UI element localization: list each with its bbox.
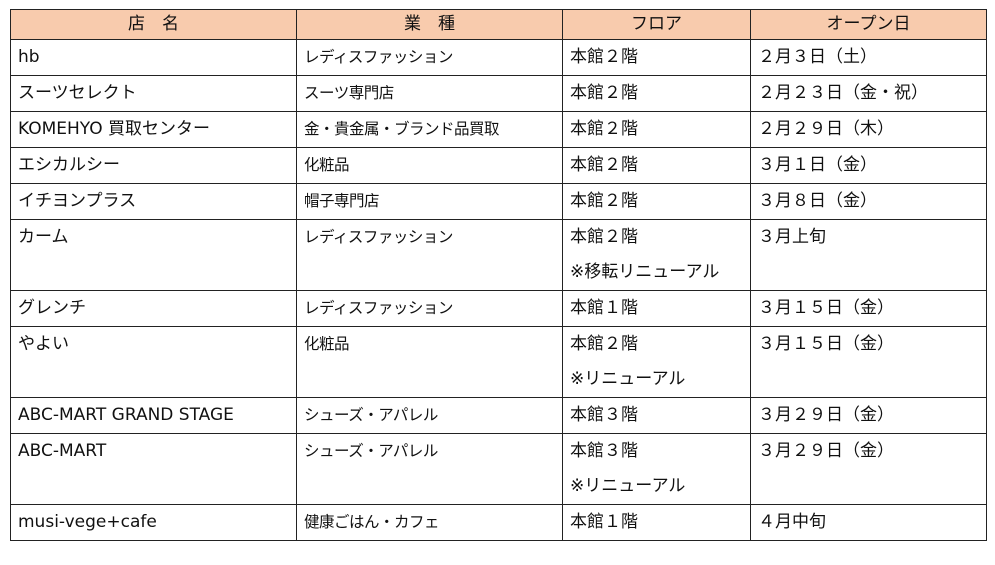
cell-open-date: ２月２９日（木） xyxy=(750,111,987,148)
cell-floor: 本館２階 ※リニューアル xyxy=(562,326,751,398)
cell-shop-name: イチヨンプラス xyxy=(10,183,297,220)
cell-shop-name: カーム xyxy=(10,219,297,291)
cell-shop-name: グレンチ xyxy=(10,290,297,327)
cell-open-date: ３月１５日（金） xyxy=(750,290,987,327)
cell-floor: 本館２階 ※移転リニューアル xyxy=(562,219,751,291)
floor-text: 本館１階 xyxy=(570,298,638,318)
floor-note: ※リニューアル xyxy=(570,369,686,389)
floor-text: 本館２階 xyxy=(570,119,638,139)
floor-note: ※リニューアル xyxy=(570,476,686,496)
cell-open-date: ３月２９日（金） xyxy=(750,433,987,505)
cell-shop-name: hb xyxy=(10,39,297,76)
floor-text: 本館２階 xyxy=(570,155,638,175)
cell-business-type: レディスファッション xyxy=(296,290,563,327)
cell-business-type: シューズ・アパレル xyxy=(296,397,563,434)
cell-shop-name: musi-vege+cafe xyxy=(10,504,297,541)
floor-text: 本館３階 xyxy=(570,441,638,461)
cell-open-date: ３月２９日（金） xyxy=(750,397,987,434)
cell-floor: 本館２階 xyxy=(562,75,751,112)
cell-business-type: 化粧品 xyxy=(296,147,563,184)
cell-floor: 本館１階 xyxy=(562,504,751,541)
cell-business-type: 金・貴金属・ブランド品買取 xyxy=(296,111,563,148)
table-row: ABC-MART GRAND STAGE シューズ・アパレル 本館３階 ３月２９… xyxy=(10,397,987,434)
floor-text: 本館３階 xyxy=(570,405,638,425)
floor-text: 本館２階 xyxy=(570,227,638,247)
cell-floor: 本館２階 xyxy=(562,111,751,148)
cell-business-type: 健康ごはん・カフェ xyxy=(296,504,563,541)
cell-business-type: 帽子専門店 xyxy=(296,183,563,220)
cell-floor: 本館１階 xyxy=(562,290,751,327)
cell-open-date: ３月８日（金） xyxy=(750,183,987,220)
table-row: やよい 化粧品 本館２階 ※リニューアル ３月１５日（金） xyxy=(10,326,987,398)
floor-note: ※移転リニューアル xyxy=(570,262,720,282)
table-row: hb レディスファッション 本館２階 ２月３日（土） xyxy=(10,39,987,76)
cell-open-date: ３月１５日（金） xyxy=(750,326,987,398)
floor-text: 本館１階 xyxy=(570,512,638,532)
cell-business-type: レディスファッション xyxy=(296,39,563,76)
header-business-type: 業 種 xyxy=(296,9,563,40)
cell-business-type: 化粧品 xyxy=(296,326,563,398)
table-row: カーム レディスファッション 本館２階 ※移転リニューアル ３月上旬 xyxy=(10,219,987,291)
table-row: エシカルシー 化粧品 本館２階 ３月１日（金） xyxy=(10,147,987,184)
table-row: ABC-MART シューズ・アパレル 本館３階 ※リニューアル ３月２９日（金） xyxy=(10,433,987,505)
cell-floor: 本館２階 xyxy=(562,39,751,76)
cell-shop-name: KOMEHYO 買取センター xyxy=(10,111,297,148)
header-floor: フロア xyxy=(562,9,751,40)
cell-open-date: ２月３日（土） xyxy=(750,39,987,76)
cell-shop-name: ABC-MART GRAND STAGE xyxy=(10,397,297,434)
shop-opening-table: 店 名 業 種 フロア オープン日 hb レディスファッション 本館２階 ２月３… xyxy=(10,9,987,541)
cell-shop-name: ABC-MART xyxy=(10,433,297,505)
table-row: KOMEHYO 買取センター 金・貴金属・ブランド品買取 本館２階 ２月２９日（… xyxy=(10,111,987,148)
cell-business-type: シューズ・アパレル xyxy=(296,433,563,505)
shop-opening-table-wrapper: 店 名 業 種 フロア オープン日 hb レディスファッション 本館２階 ２月３… xyxy=(10,9,987,541)
cell-open-date: ２月２３日（金・祝） xyxy=(750,75,987,112)
cell-shop-name: やよい xyxy=(10,326,297,398)
cell-floor: 本館３階 ※リニューアル xyxy=(562,433,751,505)
floor-text: 本館２階 xyxy=(570,83,638,103)
header-open-date: オープン日 xyxy=(750,9,987,40)
cell-shop-name: スーツセレクト xyxy=(10,75,297,112)
cell-business-type: レディスファッション xyxy=(296,219,563,291)
cell-floor: 本館２階 xyxy=(562,183,751,220)
table-row: musi-vege+cafe 健康ごはん・カフェ 本館１階 ４月中旬 xyxy=(10,504,987,541)
cell-floor: 本館３階 xyxy=(562,397,751,434)
cell-business-type: スーツ専門店 xyxy=(296,75,563,112)
table-row: グレンチ レディスファッション 本館１階 ３月１５日（金） xyxy=(10,290,987,327)
table-header-row: 店 名 業 種 フロア オープン日 xyxy=(10,9,987,40)
header-shop-name: 店 名 xyxy=(10,9,297,40)
cell-shop-name: エシカルシー xyxy=(10,147,297,184)
cell-floor: 本館２階 xyxy=(562,147,751,184)
floor-text: 本館２階 xyxy=(570,47,638,67)
cell-open-date: ３月上旬 xyxy=(750,219,987,291)
cell-open-date: ３月１日（金） xyxy=(750,147,987,184)
floor-text: 本館２階 xyxy=(570,191,638,211)
table-row: イチヨンプラス 帽子専門店 本館２階 ３月８日（金） xyxy=(10,183,987,220)
floor-text: 本館２階 xyxy=(570,334,638,354)
cell-open-date: ４月中旬 xyxy=(750,504,987,541)
table-row: スーツセレクト スーツ専門店 本館２階 ２月２３日（金・祝） xyxy=(10,75,987,112)
